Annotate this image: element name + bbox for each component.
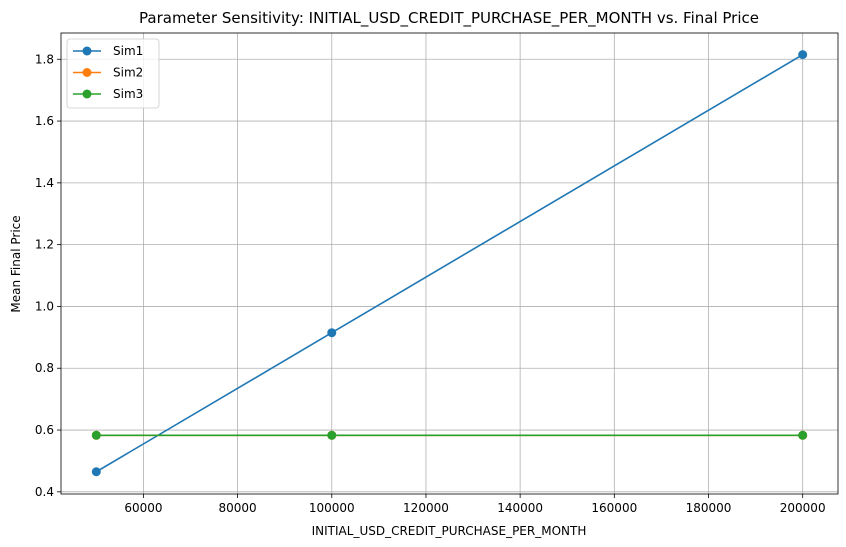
x-tick-label: 160000 xyxy=(591,501,637,515)
legend-swatch-marker xyxy=(82,89,92,99)
legend-item-sim3: Sim3 xyxy=(73,87,143,101)
legend-item-sim2: Sim2 xyxy=(73,66,143,80)
y-tick-label: 1.6 xyxy=(35,114,54,128)
legend-item-sim1: Sim1 xyxy=(73,44,143,58)
y-tick-label: 0.4 xyxy=(35,485,54,499)
legend-swatch-marker xyxy=(82,68,92,77)
legend-label: Sim1 xyxy=(113,44,143,58)
y-tick-label: 1.0 xyxy=(35,299,54,313)
series-sim1 xyxy=(91,50,808,477)
y-tick-label: 1.4 xyxy=(35,176,54,190)
legend: Sim1 Sim2 Sim3 xyxy=(66,38,160,109)
x-tick-label: 100000 xyxy=(309,501,355,515)
data-point-sim3 xyxy=(91,430,101,440)
data-point-sim1 xyxy=(798,50,808,60)
y-axis-label: Mean Final Price xyxy=(9,215,23,312)
y-axis-ticks: 0.4 0.6 0.8 1.0 1.2 1.4 1.6 1.8 xyxy=(35,52,61,499)
x-tick-label: 80000 xyxy=(218,501,256,515)
x-tick-label: 60000 xyxy=(124,501,162,515)
grid xyxy=(61,33,838,494)
x-tick-label: 120000 xyxy=(403,501,449,515)
x-tick-label: 180000 xyxy=(686,501,732,515)
legend-label: Sim2 xyxy=(113,66,143,80)
x-axis-label: INITIAL_USD_CREDIT_PURCHASE_PER_MONTH xyxy=(312,524,587,538)
series-layer xyxy=(91,50,808,477)
legend-swatch-marker xyxy=(82,46,92,56)
data-point-sim1 xyxy=(327,328,337,338)
data-point-sim1 xyxy=(91,467,101,477)
series-sim3 xyxy=(91,430,808,440)
y-tick-label: 0.8 xyxy=(35,361,54,375)
y-tick-label: 1.8 xyxy=(35,52,54,66)
y-tick-label: 0.6 xyxy=(35,423,54,437)
plot-frame xyxy=(60,32,839,495)
chart-title: Parameter Sensitivity: INITIAL_USD_CREDI… xyxy=(139,9,759,28)
x-tick-label: 200000 xyxy=(780,501,826,515)
series-line-sim1 xyxy=(95,53,804,473)
data-point-sim3 xyxy=(798,430,808,440)
data-point-sim3 xyxy=(327,430,337,440)
x-tick-label: 140000 xyxy=(497,501,543,515)
legend-label: Sim3 xyxy=(113,87,143,101)
y-tick-label: 1.2 xyxy=(35,238,54,252)
x-axis-ticks: 60000 80000 100000 120000 140000 160000 180000… xyxy=(124,494,826,515)
